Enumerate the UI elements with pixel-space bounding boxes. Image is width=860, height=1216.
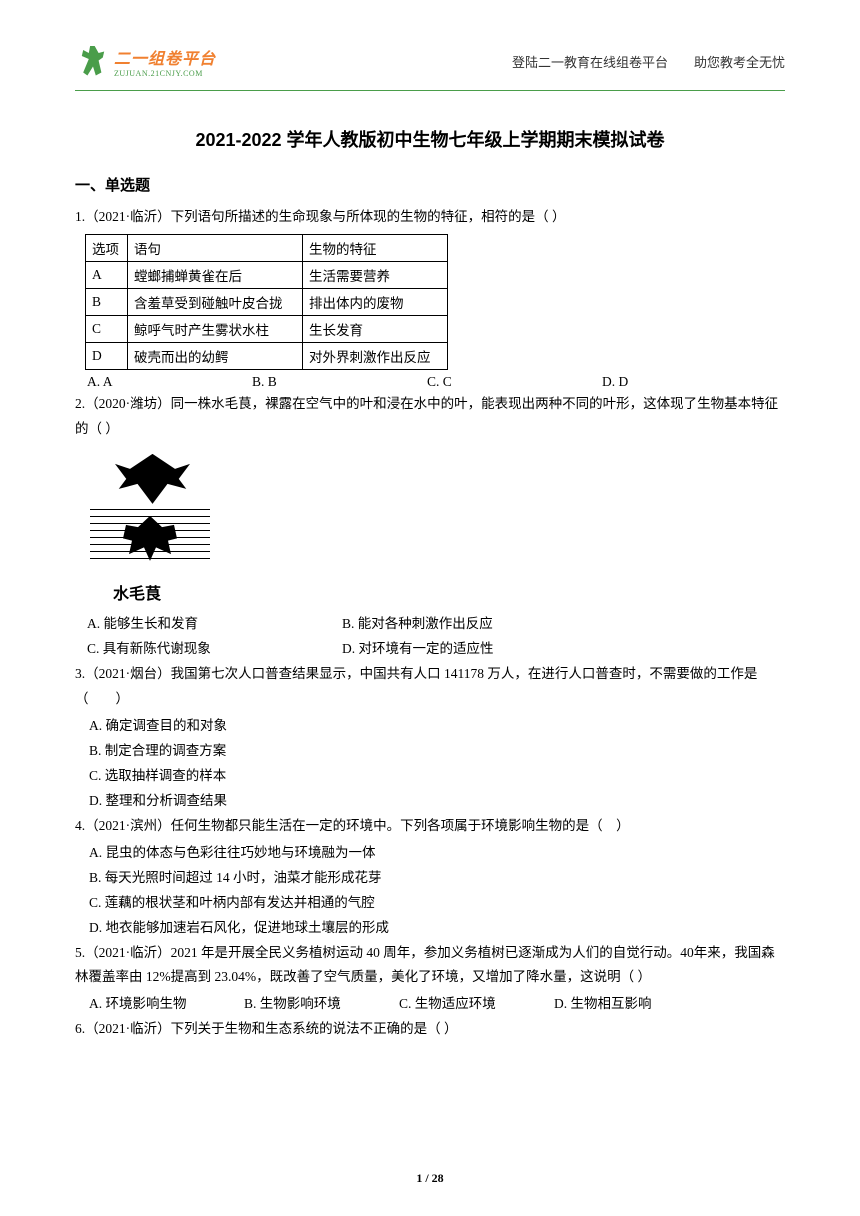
q3-option-d: D. 整理和分析调查结果 — [89, 789, 785, 814]
q2-stem: 2.（2020·潍坊）同一株水毛茛，裸露在空气中的叶和浸在水中的叶，能表现出两种… — [75, 392, 785, 442]
q1-stem: 1.（2021·临沂）下列语句所描述的生命现象与所体现的生物的特征，相符的是（ … — [75, 205, 785, 230]
table-cell: 含羞草受到碰触叶皮合拢 — [128, 288, 303, 315]
q5-options: A. 环境影响生物 B. 生物影响环境 C. 生物适应环境 D. 生物相互影响 — [89, 992, 785, 1017]
logo-text: 二一组卷平台 ZUJUAN.21CNJY.COM — [114, 45, 216, 78]
table-cell: 鲸呼气时产生雾状水柱 — [128, 315, 303, 342]
page-number: 1 / 28 — [0, 1171, 860, 1186]
q4-option-d: D. 地衣能够加速岩石风化，促进地球土壤层的形成 — [89, 916, 785, 941]
q3-option-c: C. 选取抽样调查的样本 — [89, 764, 785, 789]
logo: 二一组卷平台 ZUJUAN.21CNJY.COM — [75, 44, 216, 79]
option-b: B. B — [252, 374, 427, 390]
q4-option-c: C. 莲藕的根状茎和叶柄内部有发达并相通的气腔 — [89, 891, 785, 916]
table-cell: 螳螂捕蝉黄雀在后 — [128, 261, 303, 288]
table-header-row: 选项 语句 生物的特征 — [86, 234, 448, 261]
table-cell: 对外界刺激作出反应 — [303, 342, 448, 369]
option-c: C. C — [427, 374, 602, 390]
table-cell: 破壳而出的幼鳄 — [128, 342, 303, 369]
logo-chinese: 二一组卷平台 — [114, 45, 216, 69]
q4-stem: 4.（2021·滨州）任何生物都只能生活在一定的环境中。下列各项属于环境影响生物… — [75, 814, 785, 839]
option-d: D. 对环境有一定的适应性 — [342, 637, 494, 662]
plant-label: 水毛茛 — [113, 580, 161, 604]
option-a: A. 能够生长和发育 — [87, 612, 342, 637]
table-cell: 生物的特征 — [303, 234, 448, 261]
q2-options: A. 能够生长和发育 B. 能对各种刺激作出反应 C. 具有新陈代谢现象 D. … — [87, 612, 785, 662]
option-a: A. A — [87, 374, 252, 390]
option-d: D. 生物相互影响 — [554, 992, 709, 1017]
table-row: A 螳螂捕蝉黄雀在后 生活需要营养 — [86, 261, 448, 288]
table-cell: B — [86, 288, 128, 315]
section-title: 一、单选题 — [75, 174, 785, 195]
q3-stem: 3.（2021·烟台）我国第七次人口普查结果显示，中国共有人口 141178 万… — [75, 662, 785, 712]
q4-option-a: A. 昆虫的体态与色彩往往巧妙地与环境融为一体 — [89, 841, 785, 866]
q1-options: A. A B. B C. C D. D — [87, 374, 785, 390]
option-c: C. 生物适应环境 — [399, 992, 554, 1017]
logo-icon — [75, 44, 110, 79]
table-cell: D — [86, 342, 128, 369]
table-cell: 生长发育 — [303, 315, 448, 342]
option-b: B. 能对各种刺激作出反应 — [342, 612, 493, 637]
table-row: C 鲸呼气时产生雾状水柱 生长发育 — [86, 315, 448, 342]
header-right-text: 登陆二一教育在线组卷平台 助您教考全无忧 — [512, 52, 785, 71]
header-divider — [75, 90, 785, 91]
option-d: D. D — [602, 374, 628, 390]
option-c: C. 具有新陈代谢现象 — [87, 637, 342, 662]
option-a: A. 环境影响生物 — [89, 992, 244, 1017]
option-b: B. 生物影响环境 — [244, 992, 399, 1017]
q3-option-b: B. 制定合理的调查方案 — [89, 739, 785, 764]
table-cell: 排出体内的废物 — [303, 288, 448, 315]
q2-plant-image: 水毛茛 — [85, 454, 215, 604]
q4-option-b: B. 每天光照时间超过 14 小时，油菜才能形成花芽 — [89, 866, 785, 891]
logo-url: ZUJUAN.21CNJY.COM — [114, 69, 216, 78]
table-cell: 语句 — [128, 234, 303, 261]
q3-option-a: A. 确定调查目的和对象 — [89, 714, 785, 739]
q5-stem: 5.（2021·临沂）2021 年是开展全民义务植树运动 40 周年，参加义务植… — [75, 941, 785, 991]
table-cell: C — [86, 315, 128, 342]
table-row: D 破壳而出的幼鳄 对外界刺激作出反应 — [86, 342, 448, 369]
table-cell: 选项 — [86, 234, 128, 261]
exam-title: 2021-2022 学年人教版初中生物七年级上学期期末模拟试卷 — [75, 126, 785, 152]
q6-stem: 6.（2021·临沂）下列关于生物和生态系统的说法不正确的是（ ） — [75, 1017, 785, 1042]
q1-table: 选项 语句 生物的特征 A 螳螂捕蝉黄雀在后 生活需要营养 B 含羞草受到碰触叶… — [85, 234, 448, 370]
table-cell: 生活需要营养 — [303, 261, 448, 288]
table-cell: A — [86, 261, 128, 288]
table-row: B 含羞草受到碰触叶皮合拢 排出体内的废物 — [86, 288, 448, 315]
page-header: 二一组卷平台 ZUJUAN.21CNJY.COM 登陆二一教育在线组卷平台 助您… — [75, 40, 785, 82]
